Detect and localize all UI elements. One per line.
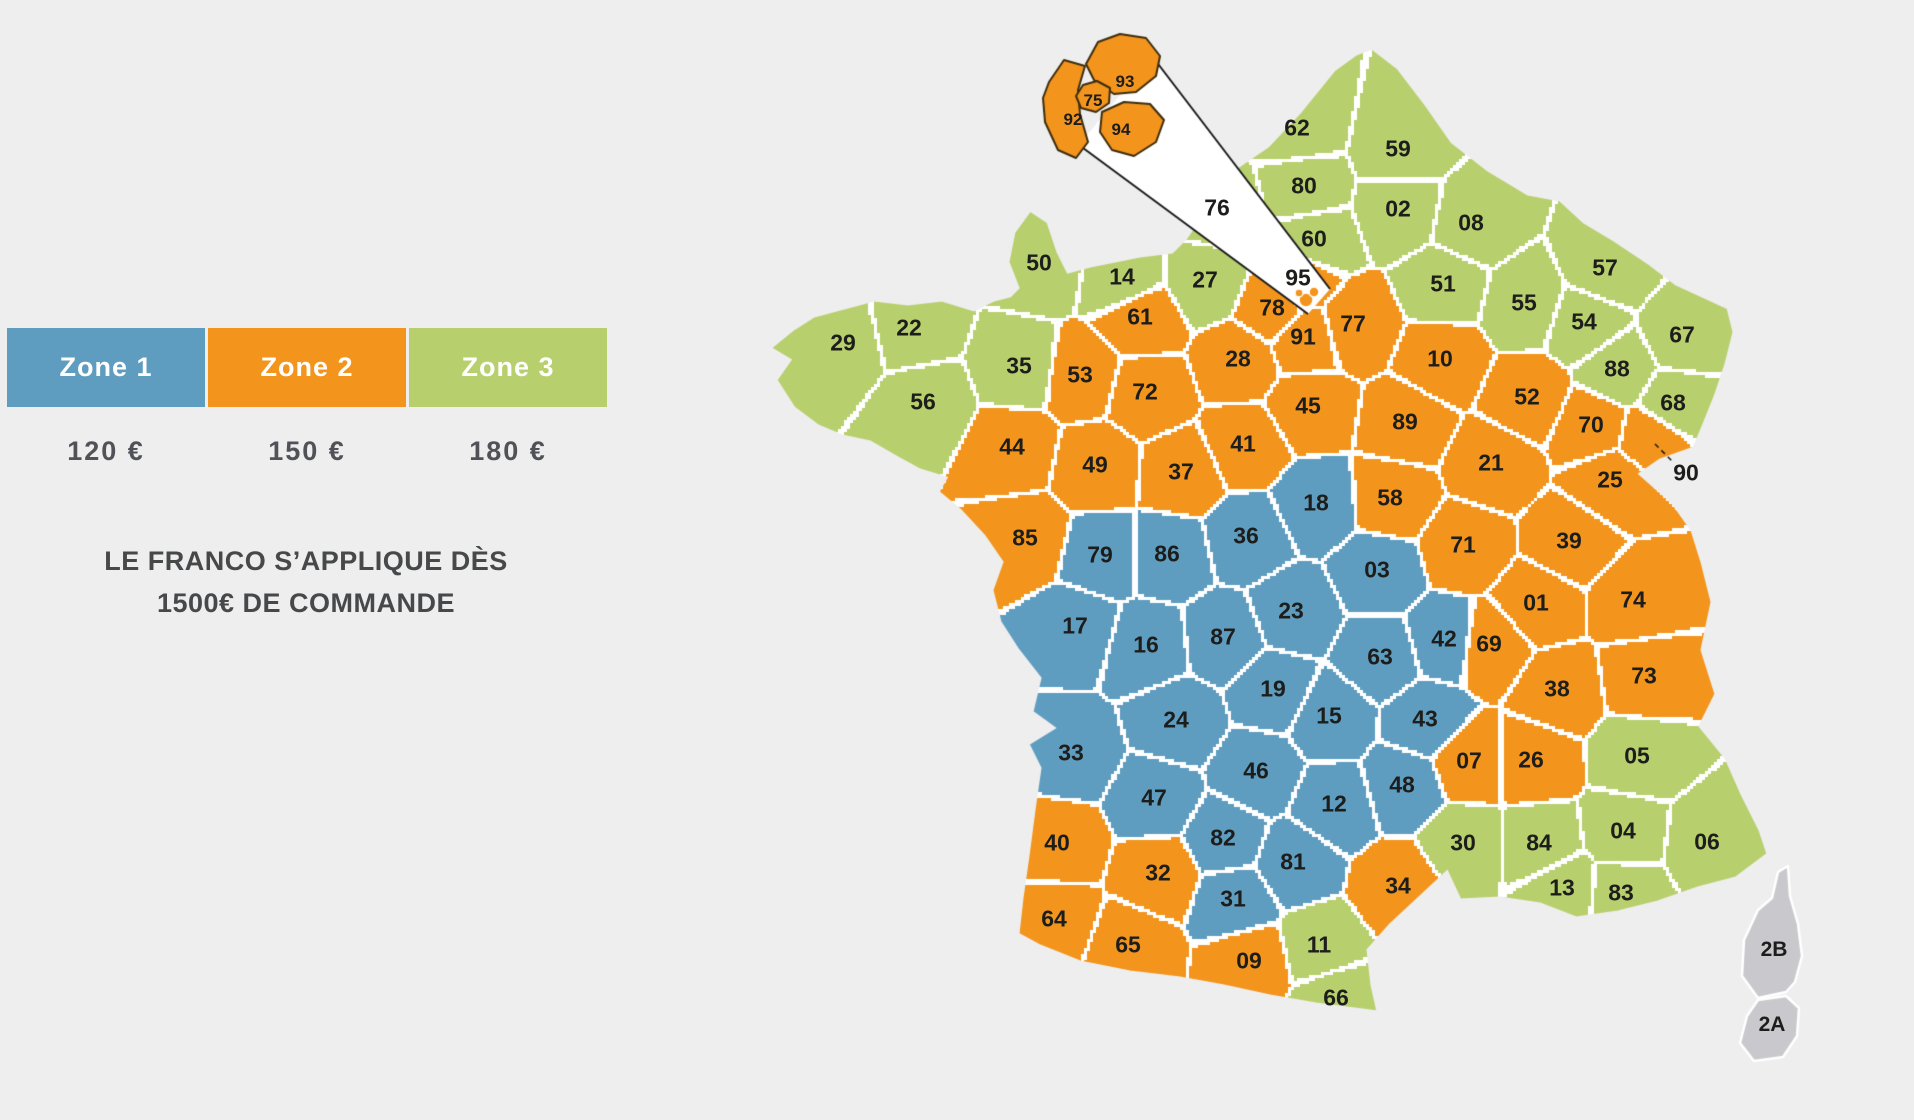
zone-2-swatch: Zone 2 <box>208 328 406 407</box>
zone-3-swatch: Zone 3 <box>409 328 607 407</box>
zone-2-price: 150 € <box>268 436 346 466</box>
info-panel: Zone 1 Zone 2 Zone 3 120 € 150 € 180 € L… <box>0 0 640 1120</box>
free-shipping-note-line1: LE FRANCO S’APPLIQUE DÈS <box>104 546 508 576</box>
free-shipping-note: LE FRANCO S’APPLIQUE DÈS 1500€ DE COMMAN… <box>6 540 606 624</box>
zone-3-label: Zone 3 <box>461 352 555 382</box>
zone-1-swatch: Zone 1 <box>7 328 205 407</box>
zone-3-price: 180 € <box>469 436 547 466</box>
zone-1-price: 120 € <box>67 436 145 466</box>
zone-1-label: Zone 1 <box>59 352 153 382</box>
zone-2-label: Zone 2 <box>260 352 354 382</box>
zone-prices: 120 € 150 € 180 € <box>7 436 607 467</box>
free-shipping-note-line2: 1500€ DE COMMANDE <box>156 588 456 618</box>
zone-legend: Zone 1 Zone 2 Zone 3 <box>7 328 607 407</box>
